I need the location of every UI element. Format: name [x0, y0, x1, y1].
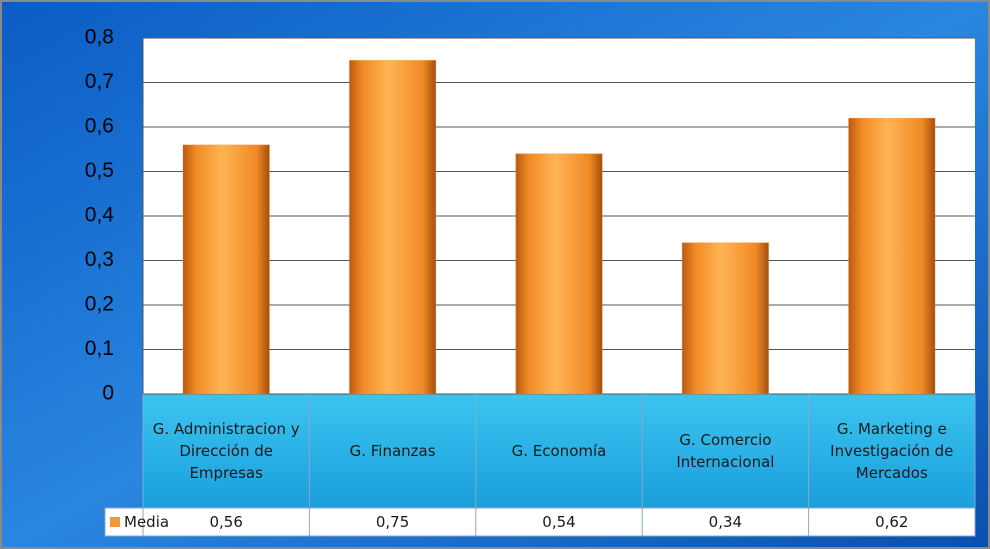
category-label: G. Finanzas — [349, 442, 436, 460]
category-label: G. Economía — [511, 442, 607, 460]
table-row — [104, 507, 976, 537]
bar — [848, 117, 936, 395]
bar — [182, 144, 270, 395]
data-label: 0,75 — [375, 513, 410, 531]
bar — [348, 59, 437, 395]
data-label: 0,54 — [542, 513, 576, 531]
y-tick-label: 0 — [102, 382, 114, 405]
legend-key — [110, 517, 120, 527]
y-tick-label: 0,5 — [85, 159, 114, 182]
category-label: G. Comercio Internacional — [676, 431, 775, 471]
y-tick-label: 0,3 — [85, 248, 114, 271]
category-label: G. Marketing e Investigación de Mercados — [830, 420, 954, 482]
bar — [681, 242, 770, 395]
bar — [515, 153, 603, 395]
category-label: G. Administracion y Dirección de Empresa… — [152, 420, 300, 482]
y-tick-label: 0,8 — [85, 26, 114, 49]
y-tick-label: 0,4 — [85, 204, 115, 227]
y-tick-label: 0,7 — [85, 70, 114, 93]
y-tick-label: 0,2 — [85, 293, 114, 316]
data-label: 0,34 — [708, 513, 743, 531]
y-tick-label: 0,1 — [85, 337, 114, 360]
y-tick-label: 0,6 — [85, 115, 114, 138]
data-label: 0,62 — [875, 513, 909, 531]
data-label: 0,56 — [209, 513, 243, 531]
